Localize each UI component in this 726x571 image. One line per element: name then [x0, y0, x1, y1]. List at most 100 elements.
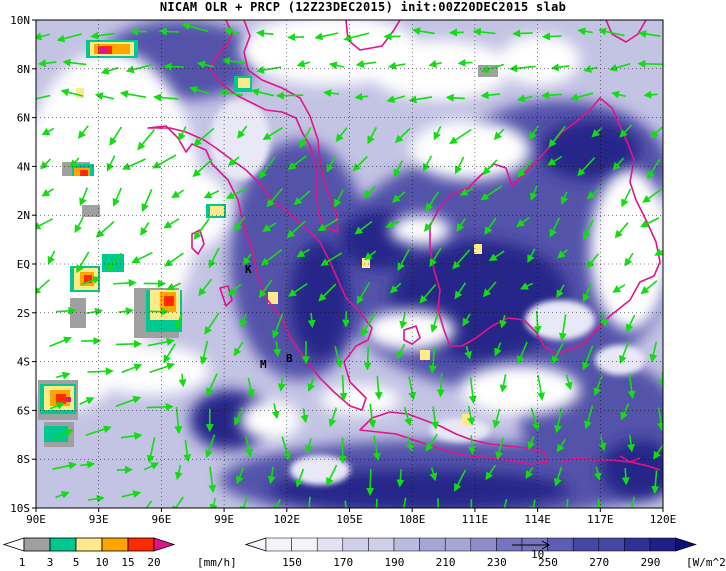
- wind-arrow-icon: [299, 127, 312, 149]
- wind-arrow-icon: [468, 377, 477, 404]
- wind-arrow-icon: [662, 321, 663, 330]
- wind-arrow-icon: [235, 467, 244, 485]
- lat-label: 4S: [17, 356, 30, 369]
- wind-arrow-icon: [619, 124, 633, 138]
- wind-arrow-icon: [158, 27, 180, 36]
- wind-arrow-icon: [112, 187, 123, 207]
- prcp-bar-segment: [23, 537, 51, 552]
- wind-arrow-icon: [49, 402, 65, 410]
- wind-arrow-icon: [271, 403, 280, 420]
- wind-arrow-icon: [547, 155, 563, 166]
- wind-arrow-icon: [237, 125, 248, 139]
- wind-arrow-icon: [454, 156, 465, 175]
- wind-arrow-icon: [287, 33, 305, 42]
- wind-arrow-icon: [240, 496, 248, 508]
- wind-arrow-icon: [558, 314, 567, 342]
- wind-arrow-icon: [258, 279, 273, 299]
- wind-arrow-icon: [344, 500, 347, 508]
- wind-arrow-icon: [287, 282, 308, 297]
- wind-arrow-icon: [41, 188, 55, 197]
- wind-arrow-icon: [525, 466, 534, 479]
- wind-arrow-icon: [256, 29, 274, 38]
- wind-arrow-icon: [164, 252, 184, 267]
- wind-arrow-icon: [386, 95, 406, 103]
- wind-arrow-icon: [584, 405, 594, 430]
- wind-arrow-icon: [115, 396, 142, 407]
- wind-arrow-icon: [425, 191, 440, 212]
- wind-arrow-icon: [189, 85, 210, 95]
- wind-arrow-icon: [37, 59, 57, 68]
- wind-arrow-icon: [647, 158, 661, 180]
- wind-arrow-icon: [293, 190, 311, 206]
- olr-bar-segment: [572, 537, 600, 552]
- wind-arrow-icon: [47, 250, 56, 265]
- wind-arrow-icon: [259, 156, 276, 179]
- wind-arrow-icon: [296, 248, 311, 258]
- wind-arrow-icon: [454, 282, 467, 300]
- wind-arrow-icon: [183, 439, 192, 463]
- wind-arrow-icon: [356, 281, 371, 305]
- wind-arrow-icon: [640, 280, 658, 295]
- olr-bar-segment: [624, 537, 651, 552]
- wind-arrow-icon: [431, 406, 440, 430]
- wind-arrow-icon: [52, 461, 77, 470]
- wind-arrow-icon: [654, 248, 663, 256]
- wind-arrow-icon: [582, 345, 594, 371]
- olr-bar-right-triangle-icon: [675, 537, 697, 552]
- wind-arrow-icon: [305, 438, 313, 454]
- wind-arrow-icon: [621, 188, 632, 208]
- olr-tick-label: 150: [282, 556, 302, 569]
- wind-arrow-icon: [499, 314, 508, 329]
- wind-arrow-icon: [583, 65, 598, 73]
- wind-arrow-icon: [145, 500, 153, 508]
- wind-arrow-icon: [583, 219, 594, 240]
- olr-bar-segment: [649, 537, 676, 552]
- wind-arrow-icon: [256, 66, 282, 74]
- wind-arrow-icon: [178, 126, 187, 142]
- lon-axis-labels: 90E 93E 96E 99E 102E 105E 108E 111E 114E 117E 120E: [26, 508, 676, 526]
- wind-arrow-icon: [174, 464, 183, 481]
- wind-arrow-icon: [467, 405, 475, 426]
- olr-bar-segment: [342, 537, 369, 552]
- wind-arrow-icon: [116, 465, 133, 474]
- wind-arrow-icon: [468, 435, 477, 455]
- wind-arrow-icon: [300, 408, 309, 424]
- wind-arrow-icon: [152, 154, 177, 169]
- lat-label: EQ: [17, 258, 30, 271]
- wind-arrow-icon: [246, 377, 255, 398]
- wind-arrow-icon: [452, 249, 471, 270]
- wind-arrow-icon: [121, 363, 143, 374]
- wind-arrow-icon: [77, 125, 89, 139]
- wind-arrow-icon: [549, 217, 561, 238]
- wind-arrow-icon: [205, 434, 216, 459]
- wind-arrow-icon: [52, 429, 74, 440]
- lon-label: 90E: [26, 513, 46, 526]
- olr-bar-left-triangle-icon: [244, 537, 267, 552]
- wind-arrow-icon: [564, 374, 573, 391]
- wind-arrow-icon: [399, 312, 408, 330]
- prcp-tick-label: 10: [95, 556, 108, 569]
- wind-arrow-icon: [653, 443, 663, 460]
- wind-arrow-icon: [113, 279, 137, 288]
- wind-arrow-icon: [557, 248, 568, 259]
- wind-arrow-icon: [408, 95, 433, 104]
- wind-arrow-icon: [275, 91, 304, 100]
- wind-arrow-icon: [430, 312, 439, 333]
- wind-arrow-icon: [619, 341, 630, 364]
- wind-arrow-icon: [503, 498, 508, 508]
- wind-arrow-icon: [611, 90, 626, 99]
- wind-arrow-icon: [517, 341, 528, 365]
- wind-arrow-icon: [55, 306, 77, 315]
- wind-arrow-icon: [412, 27, 435, 36]
- wind-arrow-icon: [454, 469, 467, 492]
- wind-arrow-icon: [171, 189, 185, 199]
- wind-arrow-icon: [227, 283, 242, 296]
- wind-arrow-icon: [449, 128, 472, 145]
- olr-bar-segment: [393, 537, 420, 552]
- wind-arrow-icon: [367, 127, 378, 145]
- wind-arrow-icon: [119, 90, 147, 99]
- wind-arrow-icon: [192, 158, 213, 178]
- olr-tick-label: 170: [333, 556, 353, 569]
- wind-arrow-icon: [656, 407, 663, 431]
